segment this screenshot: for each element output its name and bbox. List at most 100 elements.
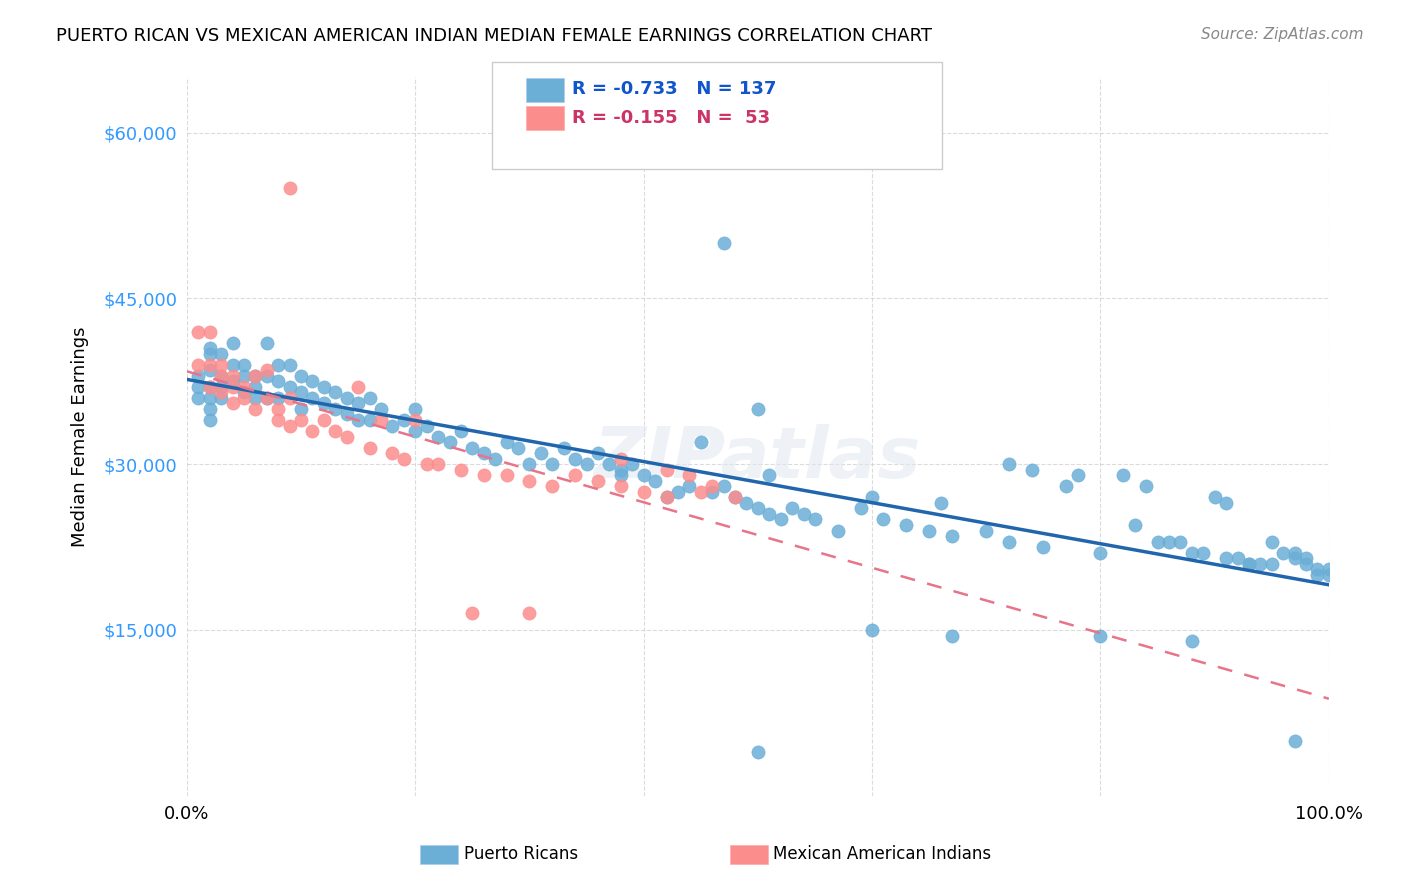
Point (198, 363, 221, 377)
Point (724, 491, 747, 505)
Point (209, 347, 232, 361)
Point (769, 512, 792, 526)
Point (586, 446, 609, 460)
Point (415, 457, 437, 471)
Point (472, 468, 495, 483)
Point (359, 413, 381, 427)
Point (347, 380, 370, 394)
Point (359, 441, 381, 455)
Point (427, 457, 450, 471)
Point (233, 380, 256, 394)
Point (541, 457, 564, 471)
Point (245, 391, 267, 405)
Point (209, 391, 232, 405)
Point (267, 401, 290, 416)
Point (1066, 468, 1088, 483)
Point (974, 524, 997, 538)
Point (689, 435, 711, 450)
Point (495, 435, 517, 450)
Point (267, 391, 290, 405)
Point (450, 424, 472, 438)
Point (381, 446, 404, 460)
Point (758, 468, 780, 483)
Point (1284, 733, 1306, 747)
Point (187, 368, 209, 383)
Point (198, 401, 221, 416)
Point (1284, 546, 1306, 560)
Point (1215, 496, 1237, 510)
Point (713, 479, 735, 493)
Point (780, 501, 803, 516)
Point (610, 451, 633, 466)
Point (336, 429, 359, 443)
Point (221, 368, 243, 383)
Y-axis label: Median Female Earnings: Median Female Earnings (72, 326, 89, 547)
Point (290, 368, 312, 383)
Point (450, 463, 472, 477)
Point (336, 391, 359, 405)
Point (1112, 468, 1135, 483)
Point (290, 413, 312, 427)
Point (370, 413, 392, 427)
Point (336, 408, 359, 422)
Point (278, 380, 301, 394)
Point (221, 358, 243, 372)
Point (1272, 546, 1295, 560)
Point (256, 368, 278, 383)
Point (1237, 557, 1260, 571)
Point (187, 358, 209, 372)
Point (633, 468, 655, 483)
Point (1317, 562, 1340, 576)
Point (404, 413, 426, 427)
Text: R = -0.155   N =  53: R = -0.155 N = 53 (572, 109, 770, 127)
Point (1123, 518, 1146, 533)
Point (245, 368, 267, 383)
Point (198, 380, 221, 394)
Point (872, 512, 894, 526)
Point (849, 501, 872, 516)
Point (1226, 551, 1249, 566)
Point (860, 491, 883, 505)
Point (519, 607, 541, 621)
Point (245, 380, 267, 394)
Point (439, 435, 461, 450)
Point (621, 457, 644, 471)
Point (198, 341, 221, 355)
Point (918, 524, 941, 538)
Point (1249, 557, 1271, 571)
Point (209, 368, 232, 383)
Point (347, 396, 370, 410)
Point (1090, 546, 1112, 560)
Point (323, 424, 346, 438)
Point (198, 325, 221, 339)
Text: Source: ZipAtlas.com: Source: ZipAtlas.com (1201, 27, 1364, 42)
Point (233, 385, 256, 400)
Point (187, 391, 209, 405)
Point (198, 391, 221, 405)
Point (1237, 557, 1260, 571)
Point (827, 524, 849, 538)
Point (1306, 567, 1329, 582)
Point (1181, 546, 1204, 560)
Point (1192, 546, 1215, 560)
Point (1317, 567, 1340, 582)
Point (461, 607, 484, 621)
Point (655, 463, 678, 477)
Point (610, 479, 633, 493)
Point (404, 401, 426, 416)
Point (256, 391, 278, 405)
Point (541, 479, 564, 493)
Point (519, 457, 541, 471)
Point (929, 496, 952, 510)
Point (221, 396, 243, 410)
Point (278, 358, 301, 372)
Point (256, 391, 278, 405)
Point (758, 507, 780, 521)
Point (233, 391, 256, 405)
Point (267, 358, 290, 372)
Point (564, 451, 586, 466)
Point (1090, 628, 1112, 642)
Point (301, 424, 323, 438)
Point (359, 391, 381, 405)
Point (209, 358, 232, 372)
